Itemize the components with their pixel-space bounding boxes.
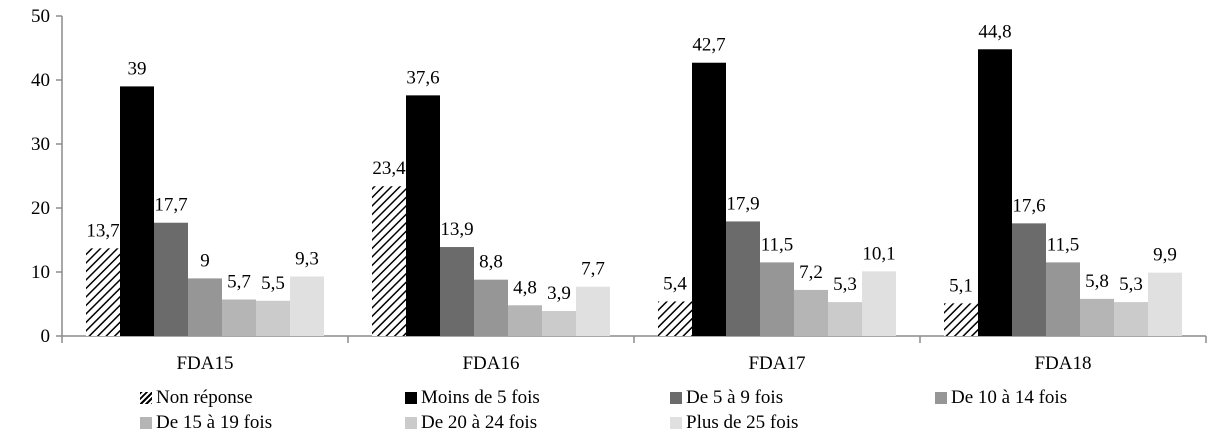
data-label: 13,7 — [86, 220, 119, 241]
bar — [658, 301, 692, 336]
legend-item: Plus de 25 fois — [670, 412, 935, 434]
legend-item: Non réponse — [140, 387, 405, 409]
bar — [120, 86, 154, 337]
data-label: 5,8 — [1085, 271, 1109, 292]
bar-chart: 0 10 20 30 40 50 FDA15 FDA16 FDA17 FDA18 13,7 39 17… — [31, 6, 1207, 374]
legend-label: De 10 à 14 fois — [951, 387, 1068, 408]
legend-swatch — [405, 417, 417, 429]
legend-item: Moins de 5 fois — [405, 387, 670, 409]
data-label: 5,7 — [227, 272, 251, 293]
data-label: 5,1 — [949, 275, 973, 296]
bar — [154, 222, 188, 336]
data-label: 17,7 — [154, 195, 187, 216]
data-label: 9,3 — [295, 248, 319, 269]
x-category-label: FDA15 — [176, 353, 233, 374]
data-label: 8,8 — [479, 252, 503, 273]
bar — [978, 49, 1012, 336]
bar — [692, 62, 726, 336]
legend-label: De 15 à 19 fois — [156, 412, 273, 433]
bar — [944, 303, 978, 336]
x-category-label: FDA18 — [1034, 353, 1091, 374]
legend-swatch — [935, 392, 947, 404]
bar — [1012, 223, 1046, 336]
bar — [256, 300, 290, 336]
legend-item: De 10 à 14 fois — [935, 387, 1200, 409]
legend-item: De 15 à 19 fois — [140, 412, 405, 434]
legend-label: De 5 à 9 fois — [686, 387, 784, 408]
y-tick-label: 50 — [31, 6, 50, 27]
legend-item: De 20 à 24 fois — [405, 412, 670, 434]
legend-label: Plus de 25 fois — [686, 412, 799, 433]
bar — [406, 95, 440, 336]
data-label: 9,9 — [1153, 245, 1177, 266]
data-label: 5,5 — [261, 273, 285, 294]
bar — [794, 289, 828, 336]
data-label: 4,8 — [513, 277, 537, 298]
data-label: 7,2 — [799, 262, 823, 283]
bar — [508, 305, 542, 336]
data-label: 7,7 — [581, 259, 605, 280]
legend-swatch — [140, 392, 152, 404]
bar — [440, 247, 474, 336]
bar — [1080, 298, 1114, 336]
data-label: 5,3 — [1119, 274, 1143, 295]
data-label: 17,9 — [726, 193, 759, 214]
data-label: 11,5 — [1047, 234, 1080, 255]
y-tick-label: 10 — [31, 262, 50, 283]
data-label: 3,9 — [547, 283, 571, 304]
bar — [726, 221, 760, 336]
bar — [1046, 262, 1080, 336]
data-label: 17,6 — [1012, 195, 1045, 216]
legend-swatch — [670, 392, 682, 404]
bar — [474, 279, 508, 336]
data-label: 5,4 — [663, 273, 687, 294]
bar — [188, 278, 222, 336]
data-label: 5,3 — [833, 274, 857, 295]
bar — [290, 276, 324, 336]
bar — [86, 248, 120, 336]
data-label: 13,9 — [440, 219, 473, 240]
legend-swatch — [140, 417, 152, 429]
bar — [760, 262, 794, 336]
y-tick-label: 0 — [41, 326, 51, 347]
bar — [828, 302, 862, 336]
chart-legend: Non réponse Moins de 5 fois De 5 à 9 fois D… — [140, 387, 1200, 434]
legend-swatch — [670, 417, 682, 429]
y-tick-label: 20 — [31, 198, 50, 219]
data-label: 11,5 — [761, 234, 794, 255]
data-label: 10,1 — [862, 243, 895, 264]
data-label: 44,8 — [978, 21, 1011, 42]
legend-label: Moins de 5 fois — [421, 387, 540, 408]
y-tick-label: 30 — [31, 134, 50, 155]
bar — [862, 271, 896, 336]
legend-label: De 20 à 24 fois — [421, 412, 538, 433]
data-label: 42,7 — [692, 35, 725, 56]
data-label: 9 — [200, 250, 210, 271]
x-category-label: FDA16 — [462, 353, 519, 374]
y-tick-label: 40 — [31, 70, 50, 91]
data-label: 37,6 — [406, 67, 439, 88]
x-category-label: FDA17 — [748, 353, 805, 374]
legend-label: Non réponse — [156, 387, 253, 408]
data-label: 23,4 — [372, 158, 406, 179]
bar — [542, 311, 576, 336]
bar — [372, 186, 406, 336]
bar — [1148, 272, 1182, 336]
legend-swatch — [405, 392, 417, 404]
data-label: 39 — [128, 58, 147, 79]
bar — [576, 286, 610, 336]
legend-item: De 5 à 9 fois — [670, 387, 935, 409]
bar — [222, 299, 256, 336]
bar — [1114, 302, 1148, 336]
